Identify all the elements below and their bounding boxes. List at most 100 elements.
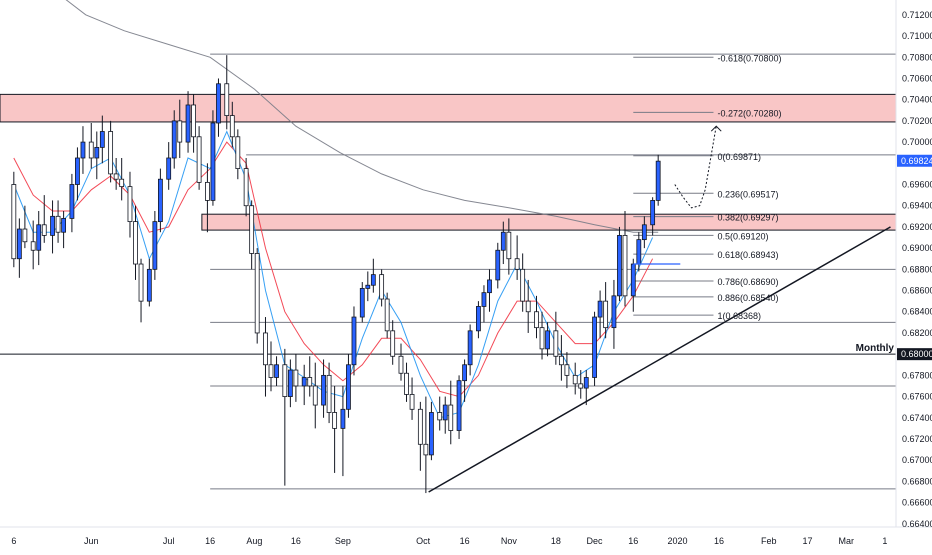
candle-body (94, 146, 100, 159)
candle-body (636, 239, 642, 265)
candle-body (553, 330, 559, 357)
price-axis-tick-label: 0.67800 (902, 370, 932, 380)
candle-body (564, 364, 570, 376)
candle-body (55, 215, 61, 233)
candle-body (630, 263, 636, 297)
candle-body (332, 412, 338, 429)
price-axis-tick-label: 0.68400 (902, 307, 932, 317)
price-axis-tick-label: 0.69600 (902, 180, 932, 190)
candle-body (243, 168, 249, 207)
price-axis-tick-label: 0.68600 (902, 286, 932, 296)
candle-body (152, 221, 158, 270)
candle-body (404, 372, 409, 395)
candle-body (520, 268, 526, 302)
time-axis-tick-label: Dec (587, 536, 604, 546)
fib-level-label-10: 1(0.68368) (717, 311, 761, 321)
candles-layer (11, 55, 661, 494)
price-tags-layer: 0.69824 0.68000 Monthly (856, 154, 932, 361)
candle-body (456, 380, 462, 431)
candle-body (525, 300, 531, 313)
candle-body (177, 120, 183, 143)
candle-body (287, 369, 293, 397)
candle-body (108, 131, 114, 175)
candle-body (146, 268, 152, 302)
price-tag-label-1: 0.69824 (901, 156, 932, 166)
time-axis-tick-label: 16 (205, 536, 215, 546)
candle-body (88, 141, 94, 159)
price-axis-tick-label: 0.69200 (902, 222, 932, 232)
candle-body (16, 228, 22, 260)
candle-body (346, 364, 351, 410)
candle-body (379, 274, 385, 300)
candle-body (282, 364, 288, 397)
candle-body (462, 364, 467, 382)
candle-body (50, 215, 55, 236)
candle-body (487, 279, 492, 294)
price-axis-tick-label: 0.68200 (902, 328, 932, 338)
price-tag-2 (897, 348, 932, 361)
price-axis-tick-label: 0.66600 (902, 498, 932, 508)
candle-body (61, 218, 67, 233)
price-axis-tick-label: 0.71200 (902, 10, 932, 20)
candle-body (22, 228, 28, 243)
time-axis-tick-label: Aug (246, 536, 262, 546)
time-axis-tick-label: Feb (761, 536, 777, 546)
time-axis-tick-label: 16 (628, 536, 638, 546)
candle-body (263, 332, 268, 366)
time-axis-tick-label: Nov (501, 536, 518, 546)
projected-path-line (674, 126, 717, 209)
time-axis-tick-label: 18 (551, 536, 561, 546)
price-axis-tick-label: 0.66400 (902, 519, 932, 529)
candle-body (268, 364, 274, 378)
fib-level-label-7: 0.618(0.68943) (717, 250, 778, 260)
candle-body (641, 224, 647, 241)
candle-body (157, 178, 163, 223)
candle-body (312, 385, 318, 406)
candle-body (224, 83, 230, 116)
time-axis-tick-label: 2020 (668, 536, 688, 546)
price-axis-tick-label: 0.70200 (902, 116, 932, 126)
price-axis-tick-label: 0.69400 (902, 201, 932, 211)
fib-level-label-1: -0.618(0.70800) (717, 53, 781, 63)
candle-body (166, 157, 172, 180)
candle-body (539, 327, 545, 350)
fib-level-label-9: 0.886(0.68540) (717, 293, 778, 303)
supply-zone-1 (0, 93, 897, 123)
candle-body (437, 412, 443, 421)
candle-body (481, 292, 487, 307)
fib-level-label-5: 0.382(0.69297) (717, 213, 778, 223)
candle-body (113, 173, 119, 180)
trendline-layer (428, 125, 891, 493)
candle-body (506, 231, 512, 260)
candle-body (365, 284, 371, 289)
candle-body (216, 83, 221, 124)
price-axis-tick-label: 0.66800 (902, 476, 932, 486)
candle-body (235, 136, 241, 169)
time-axis-tick-label: Sep (335, 536, 351, 546)
candle-body (171, 120, 177, 159)
candle-body (191, 104, 196, 138)
ascending-trendline (428, 226, 891, 493)
candle-body (545, 330, 550, 350)
candle-body (254, 253, 260, 334)
candle-body (274, 364, 279, 378)
price-axis-tick-label: 0.70600 (902, 73, 932, 83)
ma-200-line (65, 0, 659, 233)
candle-body (119, 178, 125, 188)
candle-body (301, 377, 307, 387)
price-axis-tick-label: 0.70000 (902, 137, 932, 147)
fib-level-label-4: 0.236(0.69517) (717, 189, 778, 199)
candle-body (611, 295, 617, 329)
candle-body (205, 181, 210, 201)
price-axis-tick-label: 0.67400 (902, 413, 932, 423)
candle-body (69, 184, 75, 219)
candle-body (597, 300, 603, 318)
horizontal-lines-layer (0, 53, 896, 490)
candle-body (370, 274, 376, 286)
price-tag-label-2: 0.68000 (901, 349, 932, 359)
time-axis-tick-label: 16 (714, 536, 724, 546)
candle-body (592, 316, 597, 378)
candle-body (326, 374, 332, 413)
